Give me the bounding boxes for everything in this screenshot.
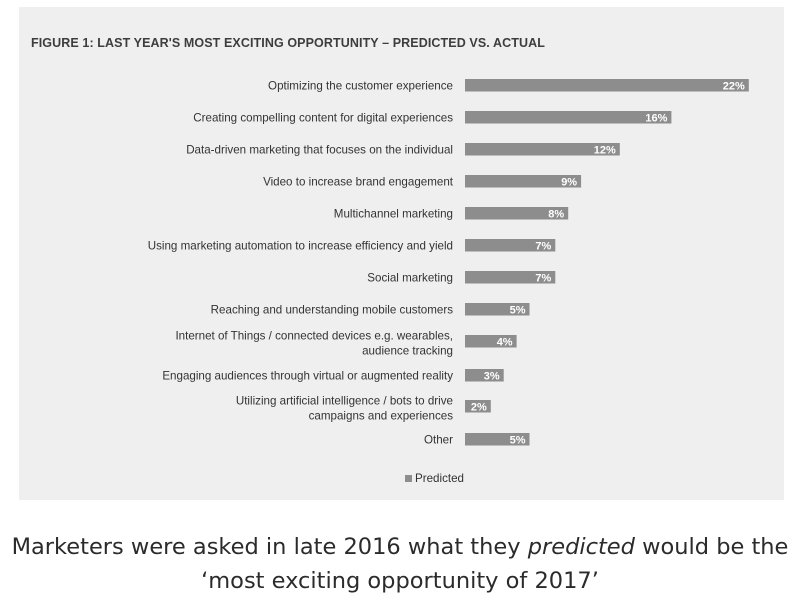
bar: [465, 271, 556, 284]
bar: [465, 369, 504, 382]
data-label: 4%: [497, 336, 513, 348]
category-label: Video to increase brand engagement: [263, 175, 454, 188]
category-label-line: Internet of Things / connected devices e…: [175, 329, 453, 342]
data-label: 7%: [535, 272, 551, 284]
category-label: Creating compelling content for digital …: [193, 111, 453, 124]
category-label: Optimizing the customer experience: [268, 79, 453, 92]
data-label: 22%: [723, 80, 745, 92]
legend-label: Predicted: [415, 472, 464, 485]
data-label: 5%: [510, 304, 526, 316]
category-label-line: audience tracking: [362, 344, 453, 357]
bar: [465, 207, 569, 220]
category-label: Multichannel marketing: [334, 207, 453, 220]
bar-chart: Optimizing the customer experience 22% Cre…: [148, 79, 749, 485]
data-label: 12%: [594, 144, 616, 156]
chart-title: FIGURE 1: LAST YEAR'S MOST EXCITING OPPO…: [31, 36, 545, 50]
data-label: 7%: [535, 240, 551, 252]
bar: [465, 111, 672, 124]
bar: [465, 239, 556, 252]
data-label: 2%: [471, 401, 487, 413]
category-label: Internet of Things / connected devices e…: [175, 329, 453, 357]
legend-swatch: [405, 475, 412, 482]
category-label: Using marketing automation to increase e…: [148, 239, 453, 252]
category-label-line: Utilizing artificial intelligence / bots…: [236, 394, 453, 407]
bar: [465, 303, 530, 316]
bar: [465, 400, 491, 413]
caption-emphasis: predicted: [527, 534, 635, 560]
caption-text-end: would be the ‘most exciting opportunity …: [201, 534, 789, 594]
category-label: Engaging audiences through virtual or au…: [162, 369, 453, 382]
category-label: Data-driven marketing that focuses on th…: [186, 143, 453, 156]
caption-text: Marketers were asked in late 2016 what t…: [11, 534, 528, 560]
category-label-line: campaigns and experiences: [309, 409, 454, 422]
category-label: Utilizing artificial intelligence / bots…: [236, 394, 453, 422]
data-label: 8%: [548, 208, 564, 220]
category-label: Reaching and understanding mobile custom…: [211, 303, 454, 316]
data-label: 5%: [510, 434, 526, 446]
data-label: 3%: [484, 370, 500, 382]
bar: [465, 335, 517, 348]
data-label: 9%: [561, 176, 577, 188]
category-label: Other: [424, 433, 453, 446]
bar: [465, 79, 749, 92]
bar: [465, 433, 530, 446]
category-label: Social marketing: [367, 271, 453, 284]
caption: Marketers were asked in late 2016 what t…: [0, 530, 800, 598]
bar: [465, 175, 582, 188]
data-label: 16%: [645, 112, 667, 124]
bar: [465, 143, 620, 156]
